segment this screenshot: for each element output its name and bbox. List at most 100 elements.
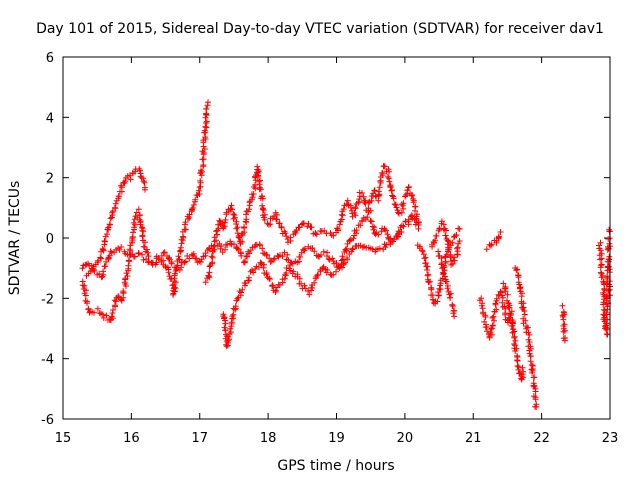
data-point-marker xyxy=(79,265,86,272)
data-point-marker xyxy=(122,178,129,185)
data-point-marker xyxy=(362,200,369,207)
data-point-marker xyxy=(186,255,193,262)
data-point-marker xyxy=(266,255,273,262)
data-point-marker xyxy=(98,255,105,262)
data-point-marker xyxy=(490,313,497,320)
data-point-marker xyxy=(203,112,210,118)
data-point-marker xyxy=(353,227,360,234)
data-point-marker xyxy=(227,238,234,245)
data-point-marker xyxy=(107,248,114,255)
plot-frame xyxy=(62,56,611,420)
data-point-marker xyxy=(386,178,393,185)
data-point-marker xyxy=(188,206,195,213)
data-point-marker xyxy=(246,274,252,281)
marker-layer xyxy=(79,99,613,410)
data-point-marker xyxy=(526,331,533,338)
data-point-marker xyxy=(514,266,521,273)
data-point-marker xyxy=(195,187,202,194)
data-point-marker xyxy=(229,313,236,320)
data-point-marker xyxy=(323,269,330,276)
x-tick-label: 16 xyxy=(123,431,140,446)
data-point-marker xyxy=(278,224,285,231)
data-point-marker xyxy=(329,255,336,262)
data-point-marker xyxy=(487,242,494,249)
data-point-marker xyxy=(308,224,315,231)
data-point-marker xyxy=(260,264,267,271)
data-point-marker xyxy=(81,282,88,289)
data-point-marker xyxy=(447,294,454,301)
data-point-marker xyxy=(305,220,312,227)
data-point-marker xyxy=(492,300,499,307)
data-point-marker xyxy=(604,287,610,294)
data-point-marker xyxy=(389,187,395,194)
data-point-marker xyxy=(282,230,289,237)
data-point-marker xyxy=(400,200,407,207)
y-tick-label: -4 xyxy=(41,353,54,368)
data-point-marker xyxy=(314,272,321,279)
data-point-marker xyxy=(115,193,122,200)
data-point-marker xyxy=(266,275,273,282)
data-point-marker xyxy=(367,217,374,224)
data-point-marker xyxy=(560,328,567,335)
data-point-marker xyxy=(153,259,160,266)
data-point-marker xyxy=(99,245,106,252)
data-point-marker xyxy=(495,291,502,298)
data-point-marker xyxy=(267,258,274,265)
data-point-marker xyxy=(140,228,147,235)
data-point-marker xyxy=(137,221,144,228)
data-point-marker xyxy=(200,149,207,156)
data-point-marker xyxy=(387,183,394,190)
data-point-marker xyxy=(371,187,378,194)
data-point-marker xyxy=(339,253,346,260)
data-point-marker xyxy=(597,269,604,276)
data-point-marker xyxy=(395,230,402,237)
data-point-marker xyxy=(118,297,125,304)
data-point-marker xyxy=(330,232,337,239)
data-point-marker xyxy=(84,300,90,307)
y-tick-label: 2 xyxy=(46,172,54,187)
data-point-marker xyxy=(455,240,462,247)
data-point-marker xyxy=(451,307,458,314)
x-tick-label: 18 xyxy=(260,431,277,446)
data-point-marker xyxy=(261,216,268,223)
data-point-marker xyxy=(220,224,227,230)
data-point-marker xyxy=(560,316,567,323)
data-point-marker xyxy=(320,248,327,255)
y-tick-label: 6 xyxy=(46,51,54,66)
data-point-marker xyxy=(270,283,276,290)
x-tick-label: 15 xyxy=(55,431,72,446)
data-point-marker xyxy=(386,168,393,175)
data-point-marker xyxy=(561,337,568,344)
data-point-marker xyxy=(489,314,496,321)
data-point-marker xyxy=(192,196,199,203)
data-point-marker xyxy=(288,259,295,266)
data-point-marker xyxy=(205,99,211,106)
data-point-marker xyxy=(100,268,107,275)
data-point-marker xyxy=(263,270,270,276)
data-point-marker xyxy=(120,288,127,295)
data-point-marker xyxy=(130,219,137,226)
data-point-marker xyxy=(447,290,454,297)
data-point-marker xyxy=(313,231,320,238)
data-point-marker xyxy=(242,258,249,265)
data-point-marker xyxy=(283,233,290,240)
data-point-marker xyxy=(343,245,350,252)
data-point-marker xyxy=(597,247,604,254)
data-point-marker xyxy=(495,233,502,240)
data-point-marker xyxy=(518,293,525,300)
data-point-marker xyxy=(301,282,308,289)
data-point-marker xyxy=(118,184,125,191)
data-point-marker xyxy=(203,118,210,125)
data-point-marker xyxy=(172,285,179,292)
data-point-marker xyxy=(208,253,215,260)
data-point-marker xyxy=(127,176,134,183)
data-point-marker xyxy=(176,267,183,273)
data-point-marker xyxy=(447,253,454,260)
data-point-marker xyxy=(172,267,179,274)
data-point-marker xyxy=(108,313,115,320)
data-point-marker xyxy=(604,273,611,280)
data-point-marker xyxy=(304,223,311,230)
data-point-marker xyxy=(324,267,331,273)
data-point-marker xyxy=(259,206,266,213)
data-point-marker xyxy=(221,324,228,331)
